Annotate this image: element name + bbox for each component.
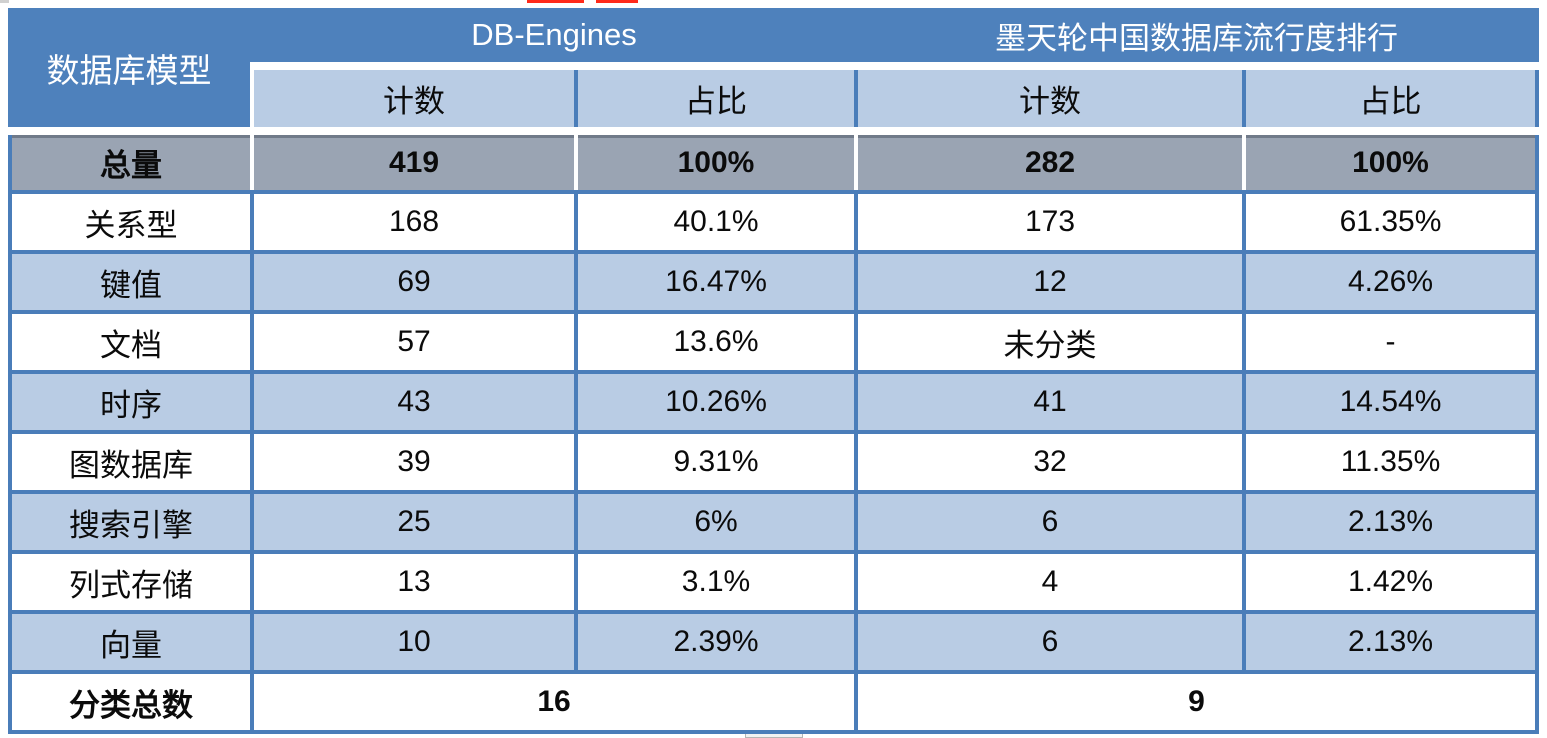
row-label-cell: 时序: [12, 374, 250, 430]
table-cell: 39: [254, 434, 574, 490]
table-cell: 未分类: [858, 314, 1242, 370]
table-cell: 2.13%: [1246, 494, 1535, 550]
column-divider: [854, 70, 858, 127]
table-cell: 25: [254, 494, 574, 550]
table-cell: 13.6%: [578, 314, 854, 370]
corner-header-cell: 数据库模型: [8, 8, 250, 127]
row-label-cell: 总量: [12, 135, 250, 190]
corner-crop-artifact: [0, 0, 9, 3]
table-cell: 12: [858, 254, 1242, 310]
group-header-db-engines: DB-Engines: [471, 17, 637, 52]
cell-divider: [574, 135, 578, 190]
header-band: [8, 8, 1539, 62]
subheader-mt-share: 占比: [1246, 70, 1535, 127]
footer-db-engines-total-cell: 16: [254, 674, 854, 730]
red-underline-artifact: [596, 0, 638, 3]
table-cell: 11.35%: [1246, 434, 1535, 490]
table-cell: 282: [858, 135, 1242, 190]
column-divider: [574, 70, 578, 127]
table-cell: 6: [858, 494, 1242, 550]
row-label-cell: 向量: [12, 614, 250, 670]
table-body: 总量 419 100% 282 100% 关系型 168 40.1% 173 6…: [8, 135, 1539, 734]
cell-divider: [250, 135, 254, 190]
table-cell: 100%: [578, 135, 854, 190]
table-cell: 2.13%: [1246, 614, 1535, 670]
table-cell: 10: [254, 614, 574, 670]
table-cell: 168: [254, 194, 574, 250]
table-cell: 41: [858, 374, 1242, 430]
footer-mt-total-cell: 9: [858, 674, 1535, 730]
subheader-mt-count: 计数: [858, 70, 1242, 127]
table-cell: 40.1%: [578, 194, 854, 250]
table-cell: 1.42%: [1246, 554, 1535, 610]
table-cell: 69: [254, 254, 574, 310]
table-cell: 43: [254, 374, 574, 430]
table-cell: 6: [858, 614, 1242, 670]
row-label-cell: 关系型: [12, 194, 250, 250]
table-cell: 419: [254, 135, 574, 190]
table-right-border: [1535, 70, 1539, 127]
table-cell: 10.26%: [578, 374, 854, 430]
table-cell: 100%: [1246, 135, 1535, 190]
footer-label-cell: 分类总数: [12, 674, 250, 730]
table-cell: 2.39%: [578, 614, 854, 670]
group-header-modb-ranking: 墨天轮中国数据库流行度排行: [995, 20, 1398, 56]
table-cell: 16.47%: [578, 254, 854, 310]
row-label-cell: 键值: [12, 254, 250, 310]
table-cell: 173: [858, 194, 1242, 250]
database-model-comparison-table: 数据库模型 DB-Engines 墨天轮中国数据库流行度排行 计数 占比 计数 …: [8, 8, 1539, 734]
table-cell: 14.54%: [1246, 374, 1535, 430]
row-label-cell: 搜索引擎: [12, 494, 250, 550]
column-divider: [1242, 70, 1246, 127]
table-cell: 57: [254, 314, 574, 370]
cell-divider: [854, 135, 858, 190]
table-cell: 61.35%: [1246, 194, 1535, 250]
table-cell: 9.31%: [578, 434, 854, 490]
subheader-db-count: 计数: [254, 70, 574, 127]
row-label-cell: 列式存储: [12, 554, 250, 610]
table-cell: 6%: [578, 494, 854, 550]
table-cell: 3.1%: [578, 554, 854, 610]
red-underline-artifact: [527, 0, 584, 3]
table-cell: 32: [858, 434, 1242, 490]
table-cell: 13: [254, 554, 574, 610]
table-cell: 4: [858, 554, 1242, 610]
table-cell: 4.26%: [1246, 254, 1535, 310]
table-cell: -: [1246, 314, 1535, 370]
table-header: 数据库模型 DB-Engines 墨天轮中国数据库流行度排行 计数 占比 计数 …: [8, 8, 1539, 135]
cell-divider: [1242, 135, 1246, 190]
row-label-cell: 文档: [12, 314, 250, 370]
row-label-cell: 图数据库: [12, 434, 250, 490]
subheader-db-share: 占比: [578, 70, 854, 127]
